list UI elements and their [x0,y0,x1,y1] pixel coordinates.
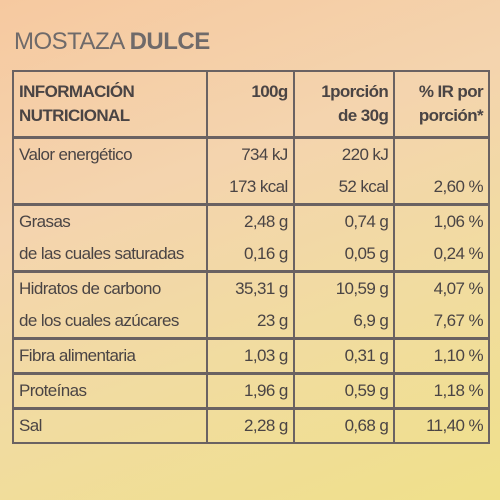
nutrition-table: INFORMACIÓN NUTRICIONAL 100g 1porción de 30g… [12,70,490,444]
table-cell: Grasas [12,204,208,238]
table-section: Valor energético 734 kJ 220 kJ 173 kcal 52 k… [12,137,490,205]
header-line: % IR por [418,82,484,101]
table-row: Fibra alimentaria 1,03 g 0,31 g 1,10 % [12,338,490,374]
header-line: 1porción [321,82,389,101]
table-cell [393,137,490,171]
header-cell: % IR por porción* [393,71,490,138]
table-cell: 1,10 % [393,338,490,374]
header-cell: INFORMACIÓN NUTRICIONAL [12,71,208,138]
table-row: Proteínas 1,96 g 0,59 g 1,18 % [12,373,490,409]
table-cell: Valor energético [12,137,208,171]
table-cell: Sal [12,408,208,443]
table-row: Valor energético 734 kJ 220 kJ [12,137,490,171]
table-cell: 0,16 g [205,238,295,272]
table-section: Fibra alimentaria 1,03 g 0,31 g 1,10 % [12,338,490,374]
table-header: INFORMACIÓN NUTRICIONAL 100g 1porción de 30g… [12,71,490,138]
table-cell: 52 kcal [292,171,396,205]
table-cell: de las cuales saturadas [12,238,208,272]
title-emphasis: DULCE [129,28,211,55]
table-cell: 35,31 g [205,271,295,305]
table-cell: 1,96 g [205,373,295,409]
header-line: de 30g [337,106,389,125]
title-prefix: MOSTAZA [14,28,124,55]
table-cell: 173 kcal [205,171,295,205]
table-cell: 2,48 g [205,204,295,238]
header-row: INFORMACIÓN NUTRICIONAL 100g 1porción de 30g… [12,71,490,138]
table-cell: 11,40 % [393,408,490,443]
table-cell: 0,68 g [292,408,396,443]
table-row: de los cuales azúcares 23 g 6,9 g 7,67 % [12,305,490,339]
table-cell: 0,05 g [292,238,396,272]
header-line: NUTRICIONAL [19,106,130,125]
table-cell: 10,59 g [292,271,396,305]
table-section: Proteínas 1,96 g 0,59 g 1,18 % [12,373,490,409]
table-cell: Hidratos de carbono [12,271,208,305]
table-row: Hidratos de carbono 35,31 g 10,59 g 4,07 % [12,271,490,305]
table-cell: 7,67 % [393,305,490,339]
header-line: 100g [251,82,288,101]
table-section: Hidratos de carbono 35,31 g 10,59 g 4,07 % d… [12,271,490,339]
table-cell: Proteínas [12,373,208,409]
table-row: 173 kcal 52 kcal 2,60 % [12,171,490,205]
table-cell: 0,59 g [292,373,396,409]
table-cell: 1,03 g [205,338,295,374]
header-line: porción* [418,106,484,125]
table-cell: 23 g [205,305,295,339]
header-cell: 1porción de 30g [292,71,396,138]
table-cell: 734 kJ [205,137,295,171]
table-section: Grasas 2,48 g 0,74 g 1,06 % de las cuales sa… [12,204,490,272]
table-cell: 0,74 g [292,204,396,238]
table-row: Grasas 2,48 g 0,74 g 1,06 % [12,204,490,238]
table-cell: 4,07 % [393,271,490,305]
table-row: de las cuales saturadas 0,16 g 0,05 g 0,24 … [12,238,490,272]
table-cell: Fibra alimentaria [12,338,208,374]
table-cell: 1,18 % [393,373,490,409]
table-section: Sal 2,28 g 0,68 g 11,40 % [12,408,490,443]
table-cell: 6,9 g [292,305,396,339]
table-cell [12,171,208,205]
header-line: INFORMACIÓN [19,82,135,101]
table-cell: de los cuales azúcares [12,305,208,339]
table-cell: 220 kJ [292,137,396,171]
table-cell: 0,24 % [393,238,490,272]
table-cell: 2,60 % [393,171,490,205]
product-title: MOSTAZA DULCE [14,28,210,56]
table-row: Sal 2,28 g 0,68 g 11,40 % [12,408,490,443]
table-cell: 2,28 g [205,408,295,443]
table-cell: 0,31 g [292,338,396,374]
header-cell: 100g [205,71,295,138]
table-cell: 1,06 % [393,204,490,238]
